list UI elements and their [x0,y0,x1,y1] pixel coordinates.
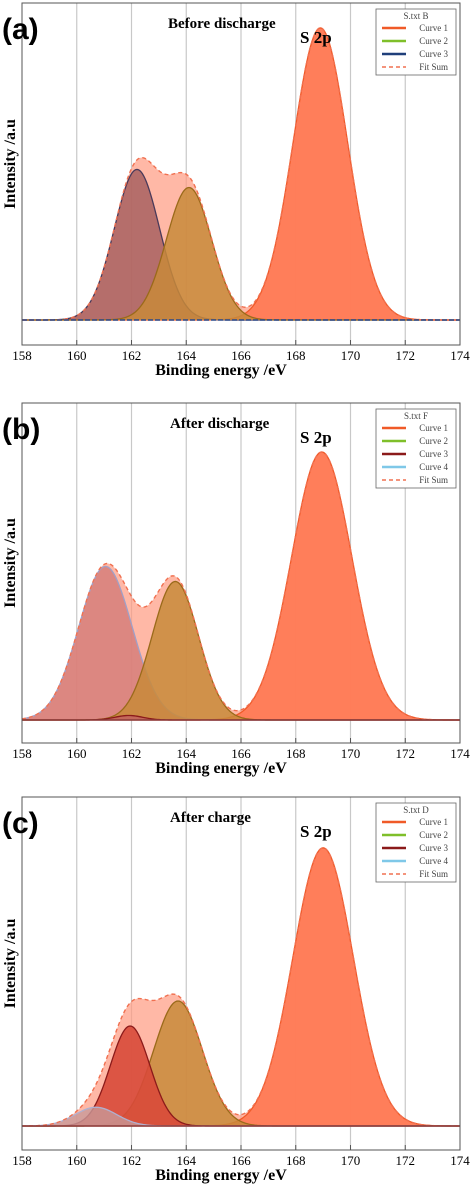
fit-sum-line [21,451,460,721]
legend-entry: Curve 3 [419,449,448,459]
x-tick-label: 168 [286,746,306,761]
x-tick-label: 164 [177,348,197,363]
panel-letter: (a) [2,13,39,46]
panel-letter: (c) [2,807,39,840]
x-axis-label: Binding energy /eV [155,1167,287,1184]
legend-entry: Curve 3 [419,49,448,59]
x-tick-label: 168 [286,348,306,363]
legend-title: S.txt D [403,805,429,815]
curve-3-area [22,169,460,320]
curve-1-area [22,451,460,720]
y-axis-label: Intensity /a.u [2,119,19,209]
legend-entry: Fit Sum [419,62,448,72]
x-tick-label: 158 [12,746,32,761]
curve-4-area [22,566,460,720]
curve-4-area [22,1107,460,1126]
legend-entry: Curve 2 [419,436,448,446]
peak-annotation: S 2p [300,428,332,447]
x-tick-label: 174 [450,1153,470,1168]
fit-sum-line [22,27,460,321]
legend-entry: Curve 1 [419,23,448,33]
x-tick-label: 162 [122,1153,142,1168]
curve-3-area [22,1025,460,1126]
x-tick-label: 170 [341,348,361,363]
x-tick-label: 160 [67,746,87,761]
curve-3-area [22,715,460,720]
chart-panel-a: 158 160 162 164 166 168 170 172 174 Binding energ… [2,2,470,379]
legend-title: S.txt F [404,411,428,421]
x-tick-label: 170 [341,1153,361,1168]
x-tick-label: 162 [122,746,142,761]
x-tick-label: 158 [12,348,32,363]
legend-entry: Curve 2 [419,36,448,46]
legend-entry: Curve 3 [419,843,448,853]
x-tick-label: 162 [122,348,142,363]
x-tick-label: 174 [450,348,470,363]
peak-annotation: S 2p [300,28,332,47]
legend-entry: Curve 4 [419,856,448,866]
chart-panel-c: 158 160 162 164 166 168 170 172 174 Binding energ… [2,796,470,1184]
x-tick-label: 160 [67,348,87,363]
legend-entry: Curve 1 [419,423,448,433]
y-axis-label: Intensity /a.u [2,518,19,608]
x-tick-label: 172 [396,1153,416,1168]
panel-title: After charge [170,810,251,826]
legend-title: S.txt B [403,11,428,21]
peak-annotation: S 2p [300,822,332,841]
legend-entry: Curve 1 [419,817,448,827]
curve-1-area [22,847,460,1126]
x-tick-label: 170 [341,746,361,761]
x-tick-label: 166 [231,746,251,761]
x-tick-label: 172 [396,348,416,363]
x-tick-label: 172 [396,746,416,761]
legend-entry: Fit Sum [419,475,448,485]
x-tick-label: 174 [450,746,470,761]
legend-entry: Curve 4 [419,462,448,472]
x-axis-label: Binding energy /eV [155,760,287,777]
x-axis-label: Binding energy /eV [155,362,287,379]
x-tick-label: 158 [12,1153,32,1168]
legend-box [375,802,457,883]
chart-panel-b: 158 160 162 164 166 168 170 172 174 Binding energ… [2,402,470,777]
legend-entry: Fit Sum [419,869,448,879]
panel-letter: (b) [2,413,40,446]
x-tick-label: 166 [231,1153,251,1168]
legend-entry: Curve 2 [419,830,448,840]
panel-title: Before discharge [168,16,276,32]
x-tick-label: 166 [231,348,251,363]
legend-box [375,408,457,489]
panel-title: After discharge [170,416,270,432]
x-tick-label: 164 [177,746,197,761]
x-tick-label: 168 [286,1153,306,1168]
curve-1-area [22,27,460,320]
x-tick-label: 164 [177,1153,197,1168]
y-axis-label: Intensity /a.u [2,919,19,1009]
x-tick-label: 160 [67,1153,87,1168]
